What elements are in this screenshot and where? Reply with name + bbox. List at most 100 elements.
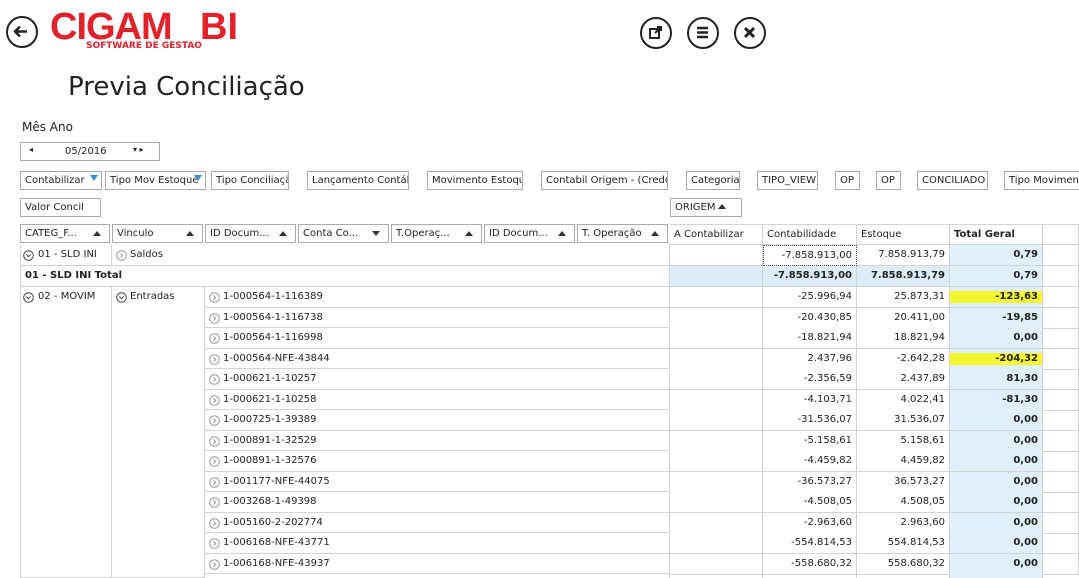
contabilidade-cell: -7.858.913,00 — [763, 266, 857, 287]
data-field[interactable]: Valor Concil — [20, 198, 101, 217]
total-cell: 0,00 — [950, 492, 1043, 513]
expand-icon[interactable] — [209, 456, 220, 467]
row-header-label: Vinculo — [117, 228, 154, 239]
row-header[interactable]: T. Operação — [577, 224, 668, 243]
expand-icon[interactable] — [23, 292, 34, 303]
back-button[interactable] — [6, 16, 38, 48]
filter-field[interactable]: Contabil Origem - (Credor) — [541, 171, 668, 190]
a-contabilizar-cell — [670, 574, 763, 578]
contabilidade-cell: -4.508,05 — [763, 492, 857, 513]
estoque-cell: 20.411,00 — [857, 307, 950, 329]
column-header: Total Geral — [950, 224, 1043, 245]
row-filler — [1043, 389, 1079, 411]
category-cell: 01 - SLD INI — [20, 245, 112, 266]
row-header[interactable]: Vinculo — [112, 224, 203, 243]
expand-icon[interactable] — [23, 250, 34, 261]
row-filler — [1043, 287, 1079, 308]
filter-field[interactable]: Categoria — [686, 171, 740, 190]
total-cell: 0,00 — [950, 328, 1043, 349]
menu-button[interactable] — [687, 17, 719, 49]
a-contabilizar-cell — [670, 451, 763, 472]
estoque-cell: 4.022,41 — [857, 389, 950, 411]
document-cell: 1-000621-1-10258 — [205, 389, 670, 410]
row-filler — [1043, 328, 1079, 349]
filter-field[interactable]: Lançamento Contábil — [307, 171, 409, 190]
expand-icon[interactable] — [209, 497, 220, 508]
document-cell: 1-005160-2-202774 — [205, 512, 670, 533]
filter-field[interactable]: Tipo Mov Estoque — [105, 171, 206, 190]
filter-field[interactable]: Contabilizar — [20, 171, 102, 190]
row-header[interactable]: T.Operaç... — [391, 224, 482, 243]
row-filler — [1043, 410, 1079, 431]
filter-field[interactable]: Tipo Conciliação — [211, 171, 289, 190]
total-cell: 0,79 — [950, 245, 1043, 266]
row-filler — [1043, 553, 1079, 575]
row-filler — [1043, 430, 1079, 452]
filter-field[interactable]: Movimento Estoque — [427, 171, 523, 190]
a-contabilizar-cell — [670, 512, 763, 534]
expand-icon[interactable] — [209, 415, 220, 426]
filter-field[interactable]: TIPO_VIEW — [757, 171, 818, 190]
filter-field[interactable]: Tipo Movimento — [1004, 171, 1079, 190]
expand-icon[interactable] — [209, 333, 220, 344]
expand-icon[interactable] — [209, 517, 220, 529]
expand-icon[interactable] — [209, 558, 220, 570]
close-button[interactable] — [734, 17, 766, 49]
row-filler — [1043, 471, 1079, 493]
filter-field[interactable]: OP — [835, 171, 860, 190]
expand-icon[interactable] — [209, 394, 220, 406]
expand-icon[interactable] — [209, 292, 220, 303]
document-cell: 1-000891-1-32529 — [205, 430, 670, 451]
filter-field-label: Lançamento Contábil — [312, 175, 409, 186]
row-header[interactable]: CATEG_F... — [20, 224, 110, 243]
logo-suffix: BI — [200, 6, 238, 48]
logo-tagline: SOFTWARE DE GESTÃO — [86, 41, 202, 51]
row-filler — [1043, 266, 1079, 287]
period-selector[interactable]: ◂ 05/2016 ▾ ▸ — [20, 142, 160, 161]
expand-icon[interactable] — [116, 292, 127, 303]
expand-icon[interactable] — [116, 250, 127, 261]
filter-field-label: Movimento Estoque — [432, 175, 523, 186]
contabilidade-cell: -2.963,60 — [763, 512, 857, 534]
contabilidade-cell: -36.573,27 — [763, 471, 857, 493]
period-label: Mês Ano — [22, 120, 73, 134]
filter-field-label: Tipo Movimento — [1009, 175, 1079, 186]
total-cell: 0,00 — [950, 553, 1043, 575]
expand-icon[interactable] — [209, 435, 220, 447]
total-cell: 0,00 — [950, 533, 1043, 554]
filter-field-label: Contabil Origem - (Credor) — [546, 175, 668, 186]
row-header-label: ID Docum... — [489, 228, 548, 239]
row-header-label: CATEG_F... — [25, 228, 77, 239]
a-contabilizar-cell — [670, 245, 763, 266]
a-contabilizar-cell — [670, 471, 763, 493]
estoque-cell — [857, 574, 950, 578]
estoque-cell: -2.642,28 — [857, 348, 950, 370]
estoque-cell: 5.158,61 — [857, 430, 950, 452]
row-header[interactable]: Conta Co... — [298, 224, 389, 243]
filter-field[interactable]: CONCILIADO — [917, 171, 988, 190]
total-cell: -81,30 — [950, 389, 1043, 411]
contabilidade-cell: -7.858.913,00 — [763, 245, 857, 266]
expand-icon[interactable] — [209, 374, 220, 385]
row-header-label: T. Operação — [582, 228, 642, 239]
document-cell: 1-000725-1-39389 — [205, 410, 670, 431]
estoque-cell: 4.508,05 — [857, 492, 950, 513]
filter-field-label: Tipo Conciliação — [216, 175, 288, 186]
row-filler — [1043, 512, 1079, 534]
total-cell: -19,85 — [950, 307, 1043, 329]
contabilidade-cell — [763, 574, 857, 578]
expand-icon[interactable] — [209, 476, 220, 488]
contabilidade-cell: -20.430,85 — [763, 307, 857, 329]
row-header[interactable]: ID Docum... — [484, 224, 575, 243]
header-filler — [1043, 224, 1079, 245]
expand-icon[interactable] — [209, 312, 220, 324]
row-filler — [1043, 369, 1079, 390]
open-external-button[interactable] — [640, 17, 672, 49]
document-cell: 1-006168-NFE-43771 — [205, 533, 670, 554]
expand-icon[interactable] — [209, 353, 220, 365]
expand-icon[interactable] — [209, 538, 220, 549]
filter-field[interactable]: OP — [876, 171, 901, 190]
row-header[interactable]: ID Docum... — [205, 224, 296, 243]
column-field[interactable]: ORIGEM — [670, 198, 742, 217]
category-cell: 02 - MOVIM — [20, 287, 112, 578]
